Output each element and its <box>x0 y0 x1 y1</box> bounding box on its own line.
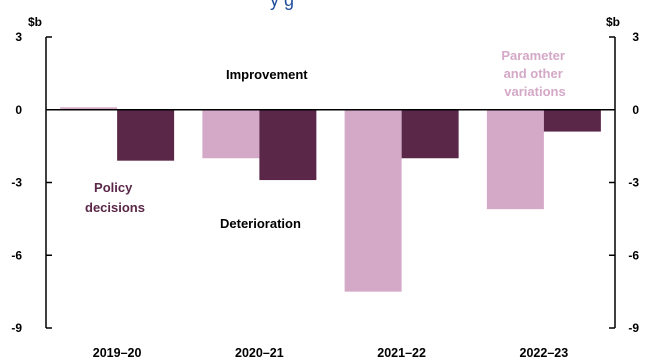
title-fragment: y g <box>270 0 294 10</box>
policy-label-line2: decisions <box>85 200 145 215</box>
left-tick-label: 3 <box>15 30 22 44</box>
bar-parameter-0 <box>60 107 118 110</box>
parameter-label-line3: variations <box>504 84 565 99</box>
improvement-annotation: Improvement <box>226 67 308 82</box>
right-unit-label: $b <box>606 15 620 29</box>
bar-parameter-2 <box>344 109 402 292</box>
policy-decisions-label: Policy decisions <box>85 180 145 215</box>
right-tick-label: 3 <box>632 30 639 44</box>
category-label: 2019–20 <box>93 346 142 360</box>
deterioration-annotation: Deterioration <box>220 216 301 231</box>
policy-label-line1: Policy <box>94 180 133 195</box>
bar-parameter-3 <box>486 109 544 210</box>
bar-policy-2 <box>401 109 459 159</box>
category-label: 2020–21 <box>235 346 284 360</box>
right-tick-label: -9 <box>628 321 639 335</box>
right-tick-label: -6 <box>628 248 639 262</box>
bar-parameter-1 <box>202 109 260 159</box>
parameter-variations-label: Parameter and other variations <box>501 48 568 99</box>
bar-policy-3 <box>543 109 601 132</box>
category-label: 2021–22 <box>377 346 426 360</box>
parameter-label-line2: and other <box>504 66 563 81</box>
left-tick-label: -9 <box>11 321 22 335</box>
bar-policy-0 <box>117 109 175 161</box>
bar-policy-1 <box>259 109 317 181</box>
right-tick-label: -3 <box>628 176 639 190</box>
left-unit-label: $b <box>28 15 42 29</box>
left-tick-label: -6 <box>11 248 22 262</box>
parameter-label-line1: Parameter <box>501 48 565 63</box>
right-tick-label: 0 <box>632 103 639 117</box>
category-label: 2022–23 <box>520 346 569 360</box>
left-tick-label: 0 <box>15 103 22 117</box>
left-tick-label: -3 <box>11 176 22 190</box>
